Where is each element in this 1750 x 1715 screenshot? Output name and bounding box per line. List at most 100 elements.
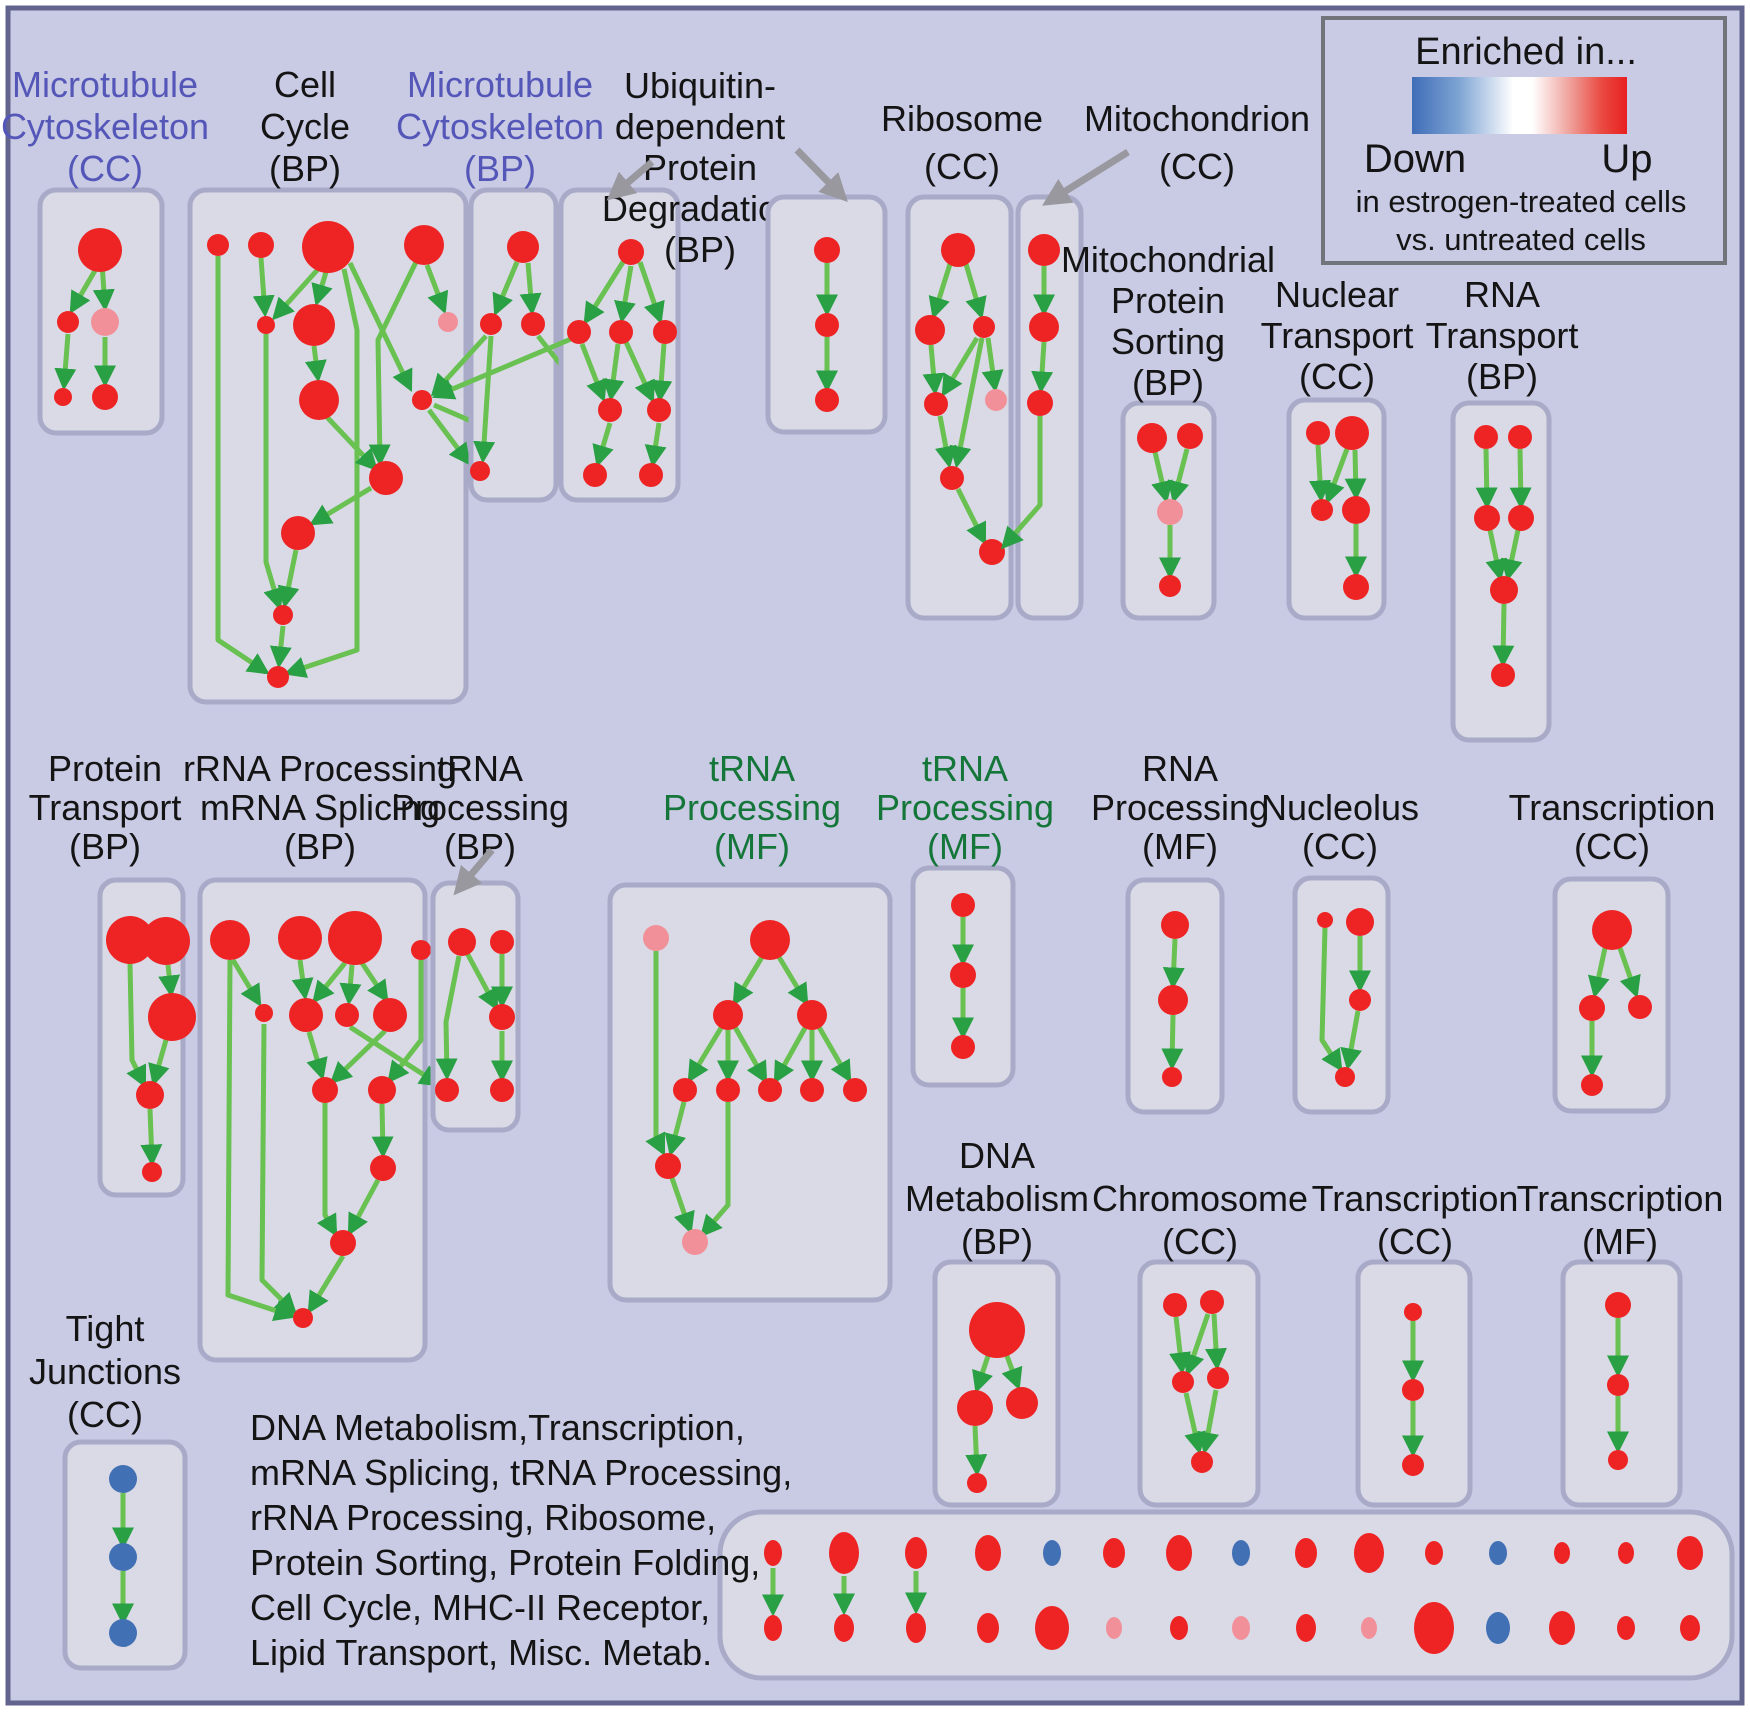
rrna-processing-mrna-splicing-edge [347, 1178, 381, 1236]
ubiquitin-degradation-1-node [567, 320, 591, 344]
rna-transport-node [1508, 505, 1534, 531]
dna-metabolism-edge [1001, 1355, 1023, 1391]
rrna-processing-mrna-splicing-node [312, 1077, 338, 1103]
rrna-processing-mrna-splicing-edge [387, 960, 424, 1084]
rrna-processing-mrna-splicing-node [335, 1003, 359, 1027]
cell-cycle-node [267, 666, 289, 688]
chromosome-cc-box [1137, 1259, 1261, 1508]
mitochondrion-cc-edge [1031, 341, 1054, 394]
ribosome-cc-label: Ribosome [881, 98, 1043, 139]
transcription-cc-row2-node [1581, 1074, 1603, 1096]
misc-metabolism-node [1232, 1540, 1250, 1566]
tight-junctions-label: Tight [66, 1308, 145, 1349]
cell-cycle-node [412, 390, 432, 410]
ubiquitin-degradation-2-node [815, 313, 839, 337]
ubiquitin-degradation-1-node [583, 463, 607, 487]
rna-transport-label: Transport [1426, 315, 1579, 356]
rna-transport-edge [1500, 529, 1523, 582]
protein-transport-label: Transport [29, 787, 182, 828]
rrna-processing-mrna-splicing-node [278, 916, 322, 960]
misc-metabolism-node [834, 1614, 854, 1642]
chromosome-cc-node [1191, 1451, 1213, 1473]
mitochondrial-protein-sorting-node [1159, 575, 1181, 597]
rna-transport-label: (BP) [1466, 356, 1538, 397]
trna-processing-mf-1-node [716, 1078, 740, 1102]
transcription-cc-row2-label: Transcription [1509, 787, 1716, 828]
annotation-arrow [794, 147, 848, 203]
misc-metabolism-node [1489, 1541, 1507, 1565]
rrna-processing-mrna-splicing-edge [259, 1023, 298, 1316]
rna-processing-mf-node [1161, 911, 1189, 939]
nuclear-transport-edge [1344, 449, 1367, 501]
transcription-cc-row3-node [1404, 1303, 1422, 1321]
ribosome-cc-edge [963, 263, 987, 320]
cell-cycle-edge [304, 345, 327, 383]
ubiquitin-degradation-2-node [815, 388, 839, 412]
cell-cycle-node [293, 304, 335, 346]
transcription-cc-row2-edge [1587, 947, 1610, 999]
rna-transport-node [1508, 425, 1532, 449]
transcription-cc-row2-box [1552, 876, 1671, 1114]
annotation-arrow [606, 159, 655, 201]
cluster-ubiquitin-degradation-1: Ubiquitin-dependentProteinDegradation(BP… [431, 65, 798, 503]
misc-metabolism-node [1035, 1606, 1069, 1650]
transcription-cc-row3-node [1402, 1379, 1424, 1401]
misc-metabolism-node [1295, 1538, 1317, 1568]
footnote-line: Lipid Transport, Misc. Metab. [250, 1632, 712, 1673]
cluster-nucleolus-cc: Nucleolus(CC) [1261, 787, 1419, 1115]
legend-subtitle-1: in estrogen-treated cells [1356, 184, 1687, 219]
misc-metabolism-node [1170, 1616, 1188, 1640]
trna-processing-mf-1-node [713, 1000, 743, 1030]
transcription-cc-row2-node [1628, 995, 1652, 1019]
nucleolus-cc-node [1349, 989, 1371, 1011]
transcription-cc-row3-label: Transcription [1312, 1178, 1519, 1219]
microtubule-cytoskeleton-cc-node [91, 308, 119, 336]
protein-transport-edge [140, 1108, 163, 1167]
legend: Enriched in... Down Up in estrogen-treat… [1321, 16, 1727, 265]
chromosome-cc-node [1172, 1371, 1194, 1393]
ribosome-cc-node [985, 389, 1007, 411]
ubiquitin-degradation-1-node [647, 398, 671, 422]
rna-transport-edge [1485, 529, 1508, 582]
cell-cycle-edge [252, 257, 275, 318]
ubiquitin-degradation-1-label: dependent [615, 106, 785, 147]
trna-processing-mf-1-edge [664, 1101, 687, 1157]
protein-transport-label: (BP) [69, 826, 141, 867]
ubiquitin-degradation-1-edge [592, 422, 614, 468]
misc-metabolism-node [1103, 1538, 1125, 1568]
nuclear-transport-edge [1309, 444, 1331, 503]
footnote-line: rRNA Processing, Ribosome, [250, 1497, 716, 1538]
ubiquitin-degradation-1-edge [614, 265, 636, 324]
footnote-line: mRNA Splicing, tRNA Processing, [250, 1452, 792, 1493]
dna-metabolism-label: (BP) [961, 1221, 1033, 1262]
nucleolus-cc-edge [1340, 1010, 1362, 1071]
rrna-processing-mrna-splicing-edge [371, 1103, 394, 1159]
cluster-transcription-mf: Transcription(MF) [1517, 1178, 1723, 1508]
trna-processing-mf-2-node [951, 893, 975, 917]
rna-processing-mf-node [1162, 1067, 1182, 1087]
cell-cycle-edge [424, 264, 449, 315]
microtubule-cytoskeleton-bp-edge [492, 261, 520, 317]
nucleolus-cc-node [1346, 908, 1374, 936]
misc-metabolism-node [1680, 1615, 1700, 1641]
trna-processing-mf-2-node [950, 962, 976, 988]
trna-processing-mf-1-edge [700, 1102, 731, 1238]
dna-metabolism-label: Metabolism [905, 1178, 1089, 1219]
mitochondrial-protein-sorting-label: (BP) [1132, 362, 1204, 403]
misc-metabolism-node [1549, 1611, 1575, 1645]
transcription-cc-row2-node [1579, 995, 1605, 1021]
ubiquitin-degradation-2-node [814, 237, 840, 263]
mitochondrial-protein-sorting-edge [1151, 451, 1173, 504]
ribosome-cc-edge [928, 263, 953, 320]
transcription-cc-row2-label: (CC) [1574, 826, 1650, 867]
rrna-processing-mrna-splicing-edge [230, 958, 262, 1007]
microtubule-cytoskeleton-bp-node [470, 461, 490, 481]
ubiquitin-degradation-1-node [653, 320, 677, 344]
nucleolus-cc-node [1317, 912, 1333, 928]
